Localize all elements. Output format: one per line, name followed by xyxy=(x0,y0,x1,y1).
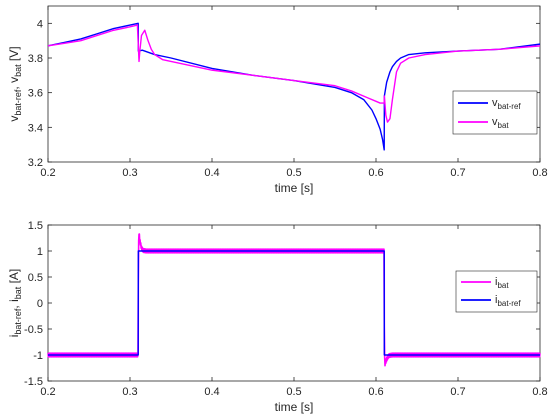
current-x-tick-label: 0.4 xyxy=(204,386,219,398)
current-y-tick-label: 0.5 xyxy=(28,272,43,284)
voltage-legend-main-vbat-ref: v xyxy=(492,97,498,109)
current-y-tick-label: 0 xyxy=(37,298,43,310)
current-x-axis-label: time [s] xyxy=(275,400,314,414)
current-y-tick-label: -0.5 xyxy=(24,324,43,336)
current-y-label-main1: i xyxy=(7,335,21,338)
voltage-y-tick-label: 3.4 xyxy=(28,122,43,134)
current-series-line-ibat-ref xyxy=(48,250,540,356)
current-legend: ibat ibat-ref xyxy=(455,270,538,313)
current-y-label-sub2: bat xyxy=(13,286,23,299)
current-legend-box xyxy=(455,270,538,313)
voltage-y-label-sep: , v xyxy=(7,77,21,90)
current-x-tick-label: 0.8 xyxy=(532,386,547,398)
voltage-y-label-unit: [V] xyxy=(7,46,21,64)
voltage-series xyxy=(47,22,541,151)
current-x-tick-label: 0.5 xyxy=(286,386,301,398)
current-legend-main-ibat-ref: i xyxy=(495,294,497,306)
voltage-x-axis-label: time [s] xyxy=(275,181,314,195)
voltage-legend-box xyxy=(452,90,538,135)
current-y-tick-label: -1.5 xyxy=(24,376,43,388)
current-y-tick-label: -1 xyxy=(33,350,43,362)
voltage-panel: 0.2 0.3 0.4 0.5 0.6 0.7 0.8 3.2 3.4 3.6 3.8 4 time… xyxy=(7,5,548,195)
current-series xyxy=(47,233,541,367)
current-y-tick-label: 1.5 xyxy=(28,220,43,232)
voltage-y-tick-label: 3.8 xyxy=(28,53,43,65)
current-y-axis-label: ibat-ref, ibat [A] xyxy=(7,269,23,338)
voltage-legend-sub-vbat: bat xyxy=(498,121,510,130)
current-x-tick-label: 0.6 xyxy=(368,386,383,398)
voltage-x-tick-label: 0.4 xyxy=(204,167,219,179)
current-legend-main-ibat: i xyxy=(495,276,497,288)
voltage-x-tick-label: 0.7 xyxy=(450,167,465,179)
current-x-tick-label: 0.2 xyxy=(40,386,55,398)
current-legend-sub-ibat: bat xyxy=(497,281,509,290)
current-x-tick-label: 0.3 xyxy=(122,386,137,398)
current-legend-sub-ibat-ref: bat-ref xyxy=(497,299,521,308)
voltage-plot-area xyxy=(47,5,541,163)
current-y-label-sep: , i xyxy=(7,299,21,308)
current-x-ticks: 0.2 0.3 0.4 0.5 0.6 0.7 0.8 xyxy=(40,225,548,398)
voltage-legend-sub-vbat-ref: bat-ref xyxy=(498,102,522,111)
voltage-x-tick-label: 0.3 xyxy=(122,167,137,179)
voltage-y-ticks: 3.2 3.4 3.6 3.8 4 xyxy=(28,18,540,169)
voltage-legend-label-vbat: vbat xyxy=(492,116,509,130)
voltage-y-tick-label: 3.6 xyxy=(28,88,43,100)
voltage-y-label-main1: v xyxy=(7,116,21,122)
current-y-label-unit: [A] xyxy=(7,269,21,287)
voltage-series-line-vbat-ref xyxy=(47,22,541,151)
current-x-tick-label: 0.7 xyxy=(450,386,465,398)
current-legend-label-ibat-ref: ibat-ref xyxy=(495,294,521,308)
voltage-x-tick-label: 0.8 xyxy=(532,167,547,179)
voltage-y-label-sub1: bat-ref xyxy=(13,89,23,116)
voltage-y-label-sub2: bat xyxy=(13,64,23,77)
voltage-y-tick-label: 3.2 xyxy=(28,157,43,169)
voltage-x-tick-label: 0.2 xyxy=(40,167,55,179)
voltage-legend-main-vbat: v xyxy=(492,116,498,128)
current-y-tick-label: 1 xyxy=(37,246,43,258)
voltage-legend: vbat-ref vbat xyxy=(452,90,538,135)
voltage-y-axis-label: vbat-ref, vbat [V] xyxy=(7,46,23,121)
current-y-label-sub1: bat-ref xyxy=(13,308,23,335)
current-y-ticks: -1.5 -1 -0.5 0 0.5 1 1.5 xyxy=(24,220,540,388)
current-legend-label-ibat: ibat xyxy=(495,276,509,290)
voltage-y-tick-label: 4 xyxy=(37,18,43,30)
voltage-series-line-vbat xyxy=(47,24,541,123)
voltage-x-ticks: 0.2 0.3 0.4 0.5 0.6 0.7 0.8 xyxy=(40,6,548,179)
current-panel: 0.2 0.3 0.4 0.5 0.6 0.7 0.8 -1.5 -1 -0.5 0 0.5 1 1.5… xyxy=(7,220,548,414)
voltage-x-tick-label: 0.6 xyxy=(368,167,383,179)
voltage-legend-label-vbat-ref: vbat-ref xyxy=(492,97,521,111)
voltage-x-tick-label: 0.5 xyxy=(286,167,301,179)
